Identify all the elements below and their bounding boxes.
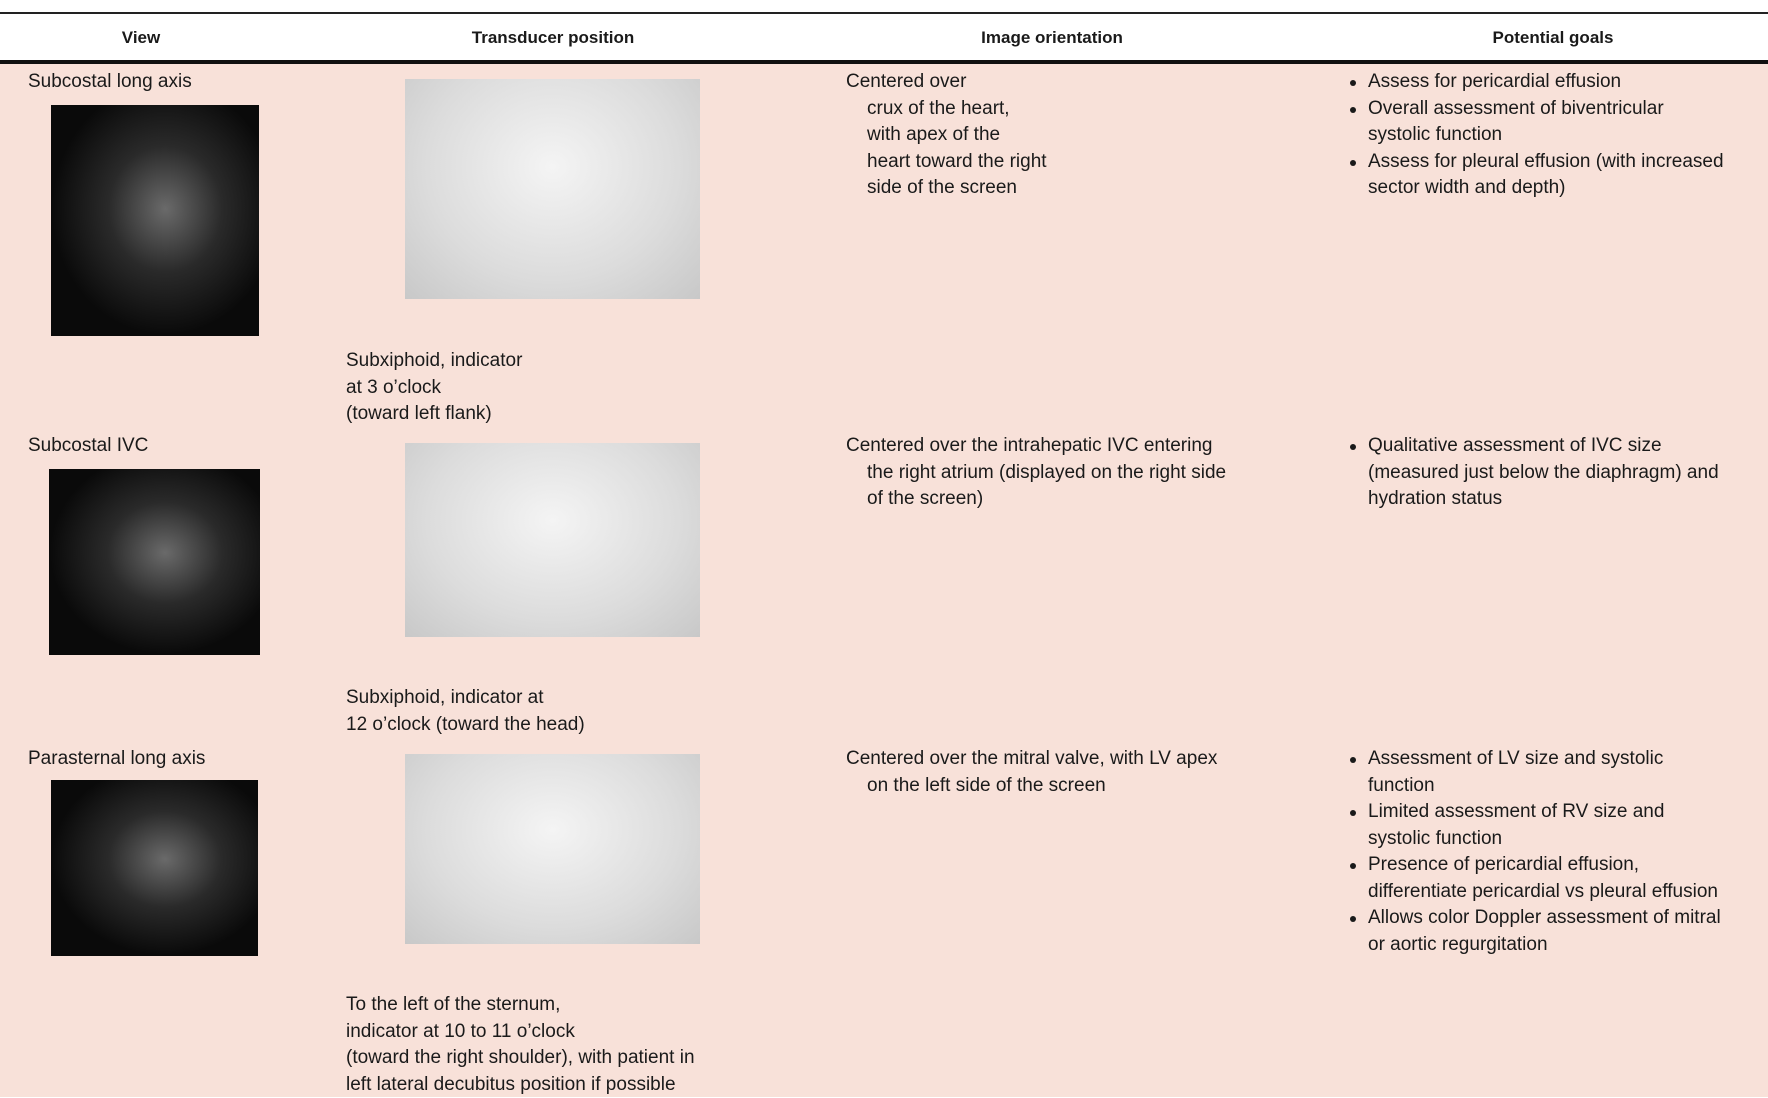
view-name: Subcostal IVC bbox=[28, 435, 149, 456]
goal-text: sector width and depth) bbox=[1368, 177, 1566, 198]
goal-text: systolic function bbox=[1368, 124, 1503, 145]
header-rule bbox=[0, 60, 1768, 64]
view-name: Subcostal long axis bbox=[28, 71, 192, 92]
goal-text: Assess for pleural effusion (with increa… bbox=[1350, 149, 1724, 175]
transducer-text: 12 o’clock (toward the head) bbox=[346, 713, 585, 735]
column-header: Image orientation bbox=[981, 28, 1123, 47]
transducer-text: left lateral decubitus position if possi… bbox=[346, 1073, 676, 1095]
transducer-text: (toward left flank) bbox=[346, 403, 492, 424]
table-row bbox=[0, 741, 1768, 1097]
transducer-text: To the left of the sternum, bbox=[346, 994, 561, 1015]
goal-text: (measured just below the diaphragm) and bbox=[1368, 461, 1719, 483]
goal-text: Overall assessment of biventricular bbox=[1350, 96, 1664, 122]
transducer-sketch bbox=[405, 79, 700, 299]
column-header: Transducer position bbox=[471, 28, 635, 47]
transducer-sketch bbox=[405, 443, 700, 637]
goal-text: function bbox=[1368, 774, 1435, 796]
goal-text: Assessment of LV size and systolic bbox=[1349, 746, 1663, 772]
view-name: Parasternal long axis bbox=[28, 748, 206, 769]
orientation-text: of the screen) bbox=[867, 488, 984, 509]
goal-text: or aortic regurgitation bbox=[1368, 933, 1548, 955]
transducer-text: at 3 o’clock bbox=[346, 376, 442, 398]
goal-text: hydration status bbox=[1368, 488, 1503, 509]
goal-text: Presence of pericardial effusion, bbox=[1349, 852, 1639, 878]
transducer-text: Subxiphoid, indicator at bbox=[346, 687, 544, 708]
orientation-text: heart toward the right bbox=[867, 150, 1047, 172]
transducer-text: Subxiphoid, indicator bbox=[346, 350, 523, 371]
goal-text: differentiate pericardial vs pleural eff… bbox=[1368, 880, 1718, 902]
transducer-text: (toward the right shoulder), with patien… bbox=[346, 1047, 695, 1068]
goal-text: Allows color Doppler assessment of mitra… bbox=[1350, 905, 1721, 931]
orientation-text: side of the screen bbox=[867, 177, 1017, 198]
transducer-text: indicator at 10 to 11 o’clock bbox=[346, 1020, 575, 1042]
goal-text: Qualitative assessment of IVC size bbox=[1350, 433, 1662, 459]
ultrasound-image bbox=[49, 469, 260, 655]
orientation-text: with apex of the bbox=[867, 124, 1001, 145]
ultrasound-image bbox=[51, 780, 258, 956]
orientation-text: on the left side of the screen bbox=[867, 774, 1106, 796]
orientation-text: crux of the heart, bbox=[867, 97, 1010, 119]
goal-text: Limited assessment of RV size and bbox=[1349, 799, 1664, 825]
ultrasound-image bbox=[51, 105, 259, 336]
table-row bbox=[0, 428, 1768, 741]
column-header: Potential goals bbox=[1492, 28, 1614, 47]
orientation-text: the right atrium (displayed on the right… bbox=[867, 461, 1227, 483]
table-row bbox=[0, 64, 1768, 428]
transducer-sketch bbox=[405, 754, 700, 944]
orientation-text: Centered over the mitral valve, with LV … bbox=[846, 748, 1218, 769]
orientation-text: Centered over the intrahepatic IVC enter… bbox=[846, 435, 1213, 456]
goal-text: systolic function bbox=[1368, 827, 1503, 849]
goal-text: Assess for pericardial effusion bbox=[1349, 69, 1621, 95]
orientation-text: Centered over bbox=[846, 71, 967, 92]
top-rule bbox=[0, 12, 1768, 14]
column-header: View bbox=[121, 28, 161, 47]
